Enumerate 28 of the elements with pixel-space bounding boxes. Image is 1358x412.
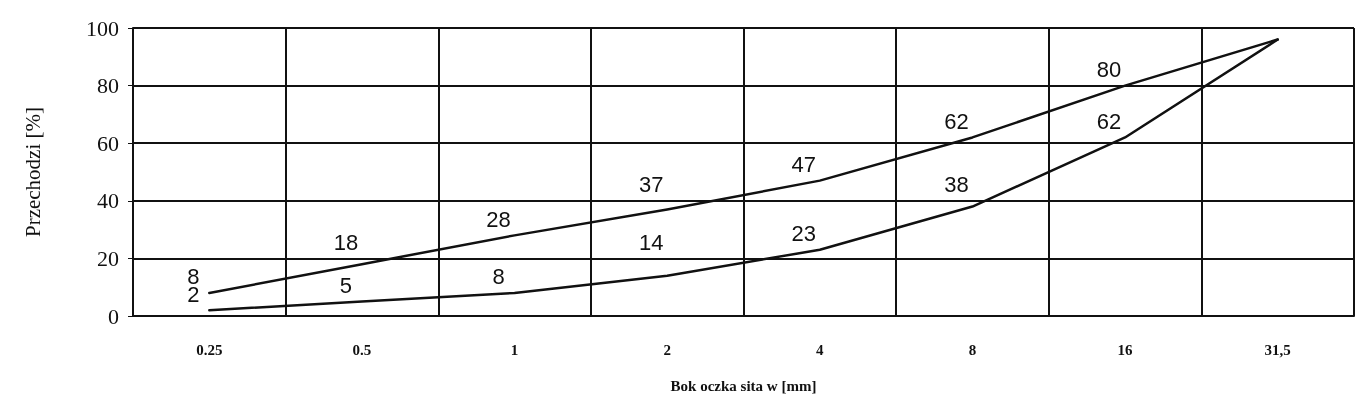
x-tick-label: 1 (510, 341, 519, 358)
x-tick-label: 16 (1117, 341, 1134, 358)
data-label: 80 (1096, 57, 1122, 83)
x-tick-label: 0.5 (352, 341, 372, 358)
x-tick-label: 31,5 (1264, 341, 1291, 358)
data-label: 14 (638, 229, 664, 255)
x-tick-label: 4 (816, 341, 825, 358)
data-label: 18 (333, 229, 359, 255)
data-label: 38 (944, 172, 969, 198)
y-tick-label: 40 (97, 188, 119, 214)
y-tick-label: 100 (86, 15, 119, 41)
y-tick-label: 0 (108, 303, 119, 329)
x-tick-label: 2 (663, 341, 671, 358)
data-label: 62 (1096, 108, 1122, 134)
y-tick-label: 60 (97, 130, 119, 156)
data-label: 47 (791, 152, 817, 178)
y-axis-title: Przechodzi [%] (20, 106, 45, 238)
data-label: 23 (791, 221, 817, 247)
data-label: 62 (944, 108, 969, 134)
y-tick-label: 80 (97, 73, 119, 99)
x-tick-label: 8 (968, 341, 977, 358)
data-label: 8 (492, 264, 505, 290)
y-tick-label: 20 (97, 245, 119, 271)
data-label: 28 (486, 206, 511, 232)
data-label: 37 (638, 172, 664, 198)
x-axis-title: Bok oczka sita w [mm] (670, 377, 817, 394)
x-tick-label: 0.25 (196, 341, 223, 358)
data-label: 5 (339, 273, 353, 299)
